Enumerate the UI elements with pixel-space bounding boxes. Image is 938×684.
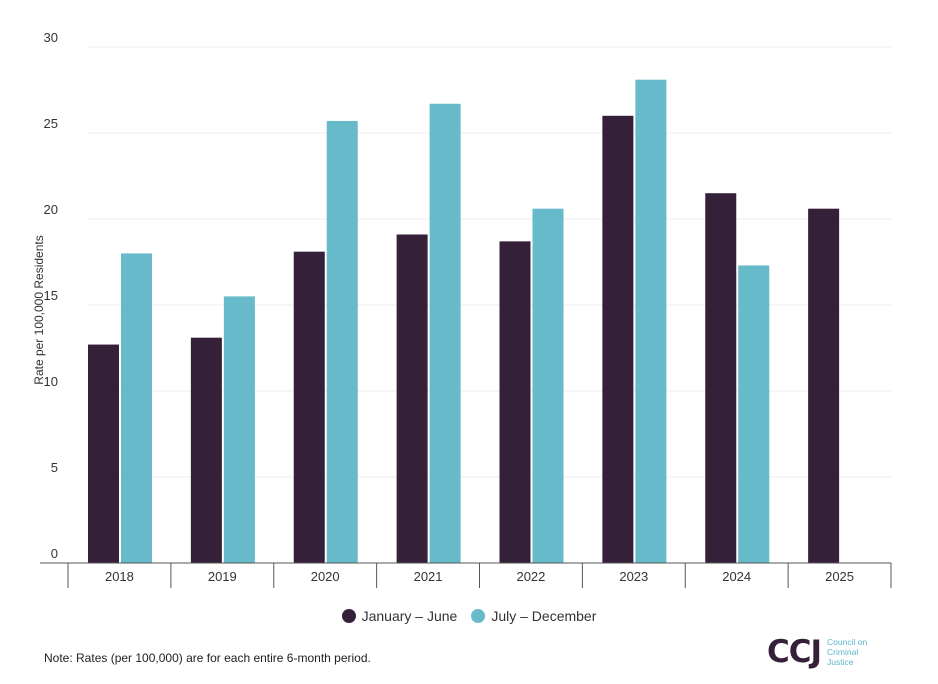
footnote: Note: Rates (per 100,000) are for each e… <box>44 651 371 665</box>
bar[interactable] <box>396 234 428 564</box>
legend-label: January – June <box>361 608 458 624</box>
bar[interactable] <box>602 115 634 564</box>
bar[interactable] <box>326 120 358 564</box>
ccj-logo: CCJ Council on Criminal Justice <box>767 634 867 670</box>
bar[interactable] <box>121 253 152 563</box>
x-tick-label: 2022 <box>516 569 545 584</box>
legend-swatch-jan-jun <box>341 609 356 623</box>
x-tick-label: 2024 <box>722 569 751 584</box>
bar[interactable] <box>293 251 325 563</box>
y-tick-label: 20 <box>44 202 58 217</box>
y-tick-label: 25 <box>44 116 58 131</box>
logo-mark: CCJ <box>767 634 822 670</box>
bar[interactable] <box>532 208 564 563</box>
bar[interactable] <box>429 103 461 563</box>
y-tick-label: 5 <box>51 460 58 475</box>
x-tick-label: 2019 <box>208 569 237 584</box>
bar[interactable] <box>808 208 840 563</box>
legend-item-jan-jun[interactable]: January – June <box>341 608 458 624</box>
bar[interactable] <box>635 79 667 564</box>
legend-swatch-jul-dec <box>471 609 486 623</box>
x-tick-label: 2023 <box>619 569 648 584</box>
x-tick-label: 2025 <box>825 569 854 584</box>
logo-text: Council on Criminal Justice <box>827 637 868 667</box>
y-tick-label: 15 <box>44 288 58 303</box>
bar[interactable] <box>190 337 222 563</box>
y-tick-label: 30 <box>44 30 58 45</box>
y-tick-label: 0 <box>51 546 58 561</box>
bar[interactable] <box>738 265 770 563</box>
x-tick-label: 2020 <box>311 569 340 584</box>
bar[interactable] <box>88 344 119 563</box>
bar[interactable] <box>223 296 255 563</box>
bar[interactable] <box>705 193 737 563</box>
y-axis-label: Rate per 100,000 Residents <box>32 235 46 384</box>
bar[interactable] <box>499 241 531 564</box>
x-tick-label: 2018 <box>105 569 134 584</box>
legend: January – June July – December <box>0 608 938 624</box>
x-tick-label: 2021 <box>414 569 443 584</box>
legend-item-jul-dec[interactable]: July – December <box>471 608 596 624</box>
y-tick-label: 10 <box>44 374 58 389</box>
legend-label: July – December <box>491 608 597 624</box>
